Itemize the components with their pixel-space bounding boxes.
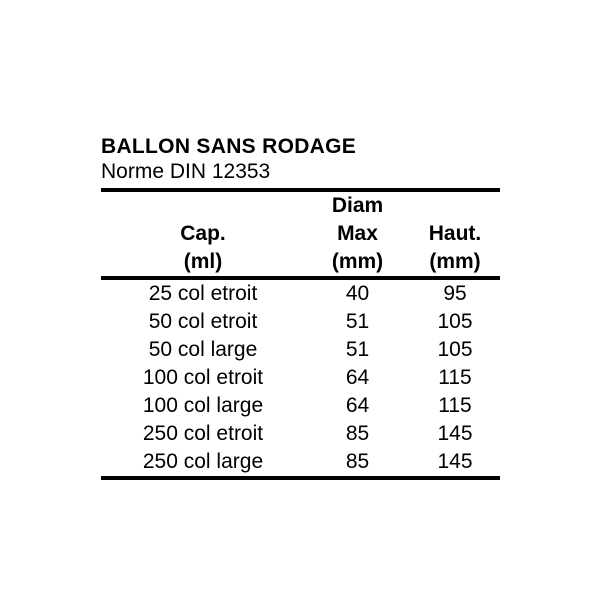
haut-cell: 105 [437, 338, 473, 361]
diam-max-cell: 51 [345, 338, 370, 361]
cap-cell: 100 col large [142, 394, 264, 417]
diam-max-cell: 85 [345, 422, 370, 445]
diam-max-cell: 85 [345, 450, 370, 473]
table-body: 25 col etroit 40 95 50 col etroit 51 105… [101, 278, 500, 478]
diam-max-cell: 64 [345, 366, 370, 389]
table-row: 100 col large 64 115 [101, 392, 500, 420]
header-cell-blank [410, 190, 500, 220]
haut-cell: 115 [438, 394, 472, 417]
table-row: 50 col etroit 51 105 [101, 308, 500, 336]
haut-cell: 95 [443, 282, 467, 305]
table-row: 250 col large 85 145 [101, 448, 500, 478]
cap-cell: 50 col etroit [148, 310, 258, 333]
header-cell-haut: Haut. [428, 222, 482, 245]
diam-max-cell: 51 [345, 310, 370, 333]
cap-cell: 100 col etroit [142, 366, 264, 389]
page-title: BALLON SANS RODAGE [101, 135, 357, 158]
cap-cell: 250 col etroit [142, 422, 264, 445]
cap-cell: 250 col large [142, 450, 264, 473]
page-subtitle: Norme DIN 12353 [101, 160, 271, 183]
document-content: BALLON SANS RODAGE Norme DIN 12353 Diam … [101, 134, 500, 480]
header-row-units: (ml) (mm) (mm) [101, 248, 500, 278]
table-row: 100 col etroit 64 115 [101, 364, 500, 392]
header-cell-max: Max [337, 222, 378, 245]
header-cell-blank [101, 190, 305, 220]
header-row-labels: Cap. Max Haut. [101, 220, 500, 248]
table-row: 25 col etroit 40 95 [101, 278, 500, 308]
header-row-diam: Diam [101, 190, 500, 220]
cap-cell: 25 col etroit [148, 282, 258, 305]
diam-max-cell: 64 [345, 394, 370, 417]
haut-cell: 145 [437, 450, 473, 473]
diam-max-cell: 40 [345, 282, 370, 305]
cap-cell: 50 col large [148, 338, 258, 361]
haut-cell: 115 [438, 366, 472, 389]
header-cell-max-unit: (mm) [331, 250, 384, 273]
table-row: 50 col large 51 105 [101, 336, 500, 364]
haut-cell: 145 [437, 422, 473, 445]
table-row: 250 col etroit 85 145 [101, 420, 500, 448]
header-cell-diam: Diam [331, 194, 384, 217]
spec-table: Diam Cap. Max Haut. (ml) (mm) (mm) 25 co… [101, 188, 500, 480]
header-cell-cap-unit: (ml) [183, 250, 223, 273]
haut-cell: 105 [437, 310, 473, 333]
table-header: Diam Cap. Max Haut. (ml) (mm) (mm) [101, 190, 500, 278]
header-cell-cap: Cap. [180, 222, 226, 245]
header-cell-haut-unit: (mm) [429, 250, 481, 273]
